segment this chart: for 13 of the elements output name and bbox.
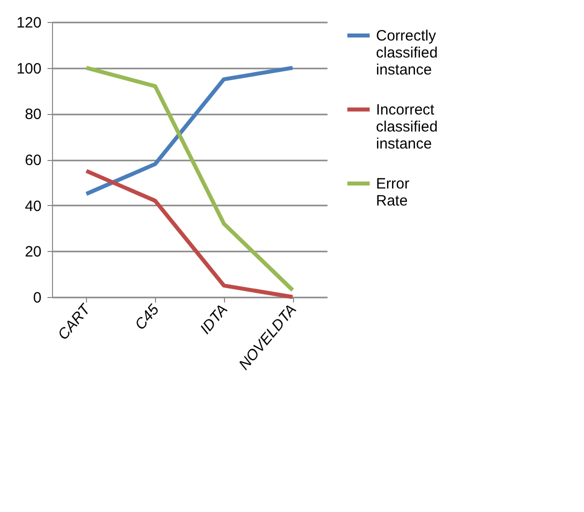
y-tick-label: 60 xyxy=(24,152,42,169)
y-tick-label: 100 xyxy=(16,60,42,78)
legend-label: Incorrect classified instance xyxy=(376,102,438,152)
y-tick-label: 0 xyxy=(33,290,42,306)
y-tick-label: 120 xyxy=(16,14,42,32)
line-series xyxy=(84,168,295,299)
y-tick-label: 40 xyxy=(24,198,42,215)
legend-label: Correctly classified instance xyxy=(376,28,438,78)
y-tick-label: 80 xyxy=(24,106,42,124)
line-series xyxy=(84,66,295,292)
legend-label: Error Rate xyxy=(376,176,410,210)
line-series xyxy=(84,66,295,196)
y-tick-label: 20 xyxy=(24,244,42,261)
